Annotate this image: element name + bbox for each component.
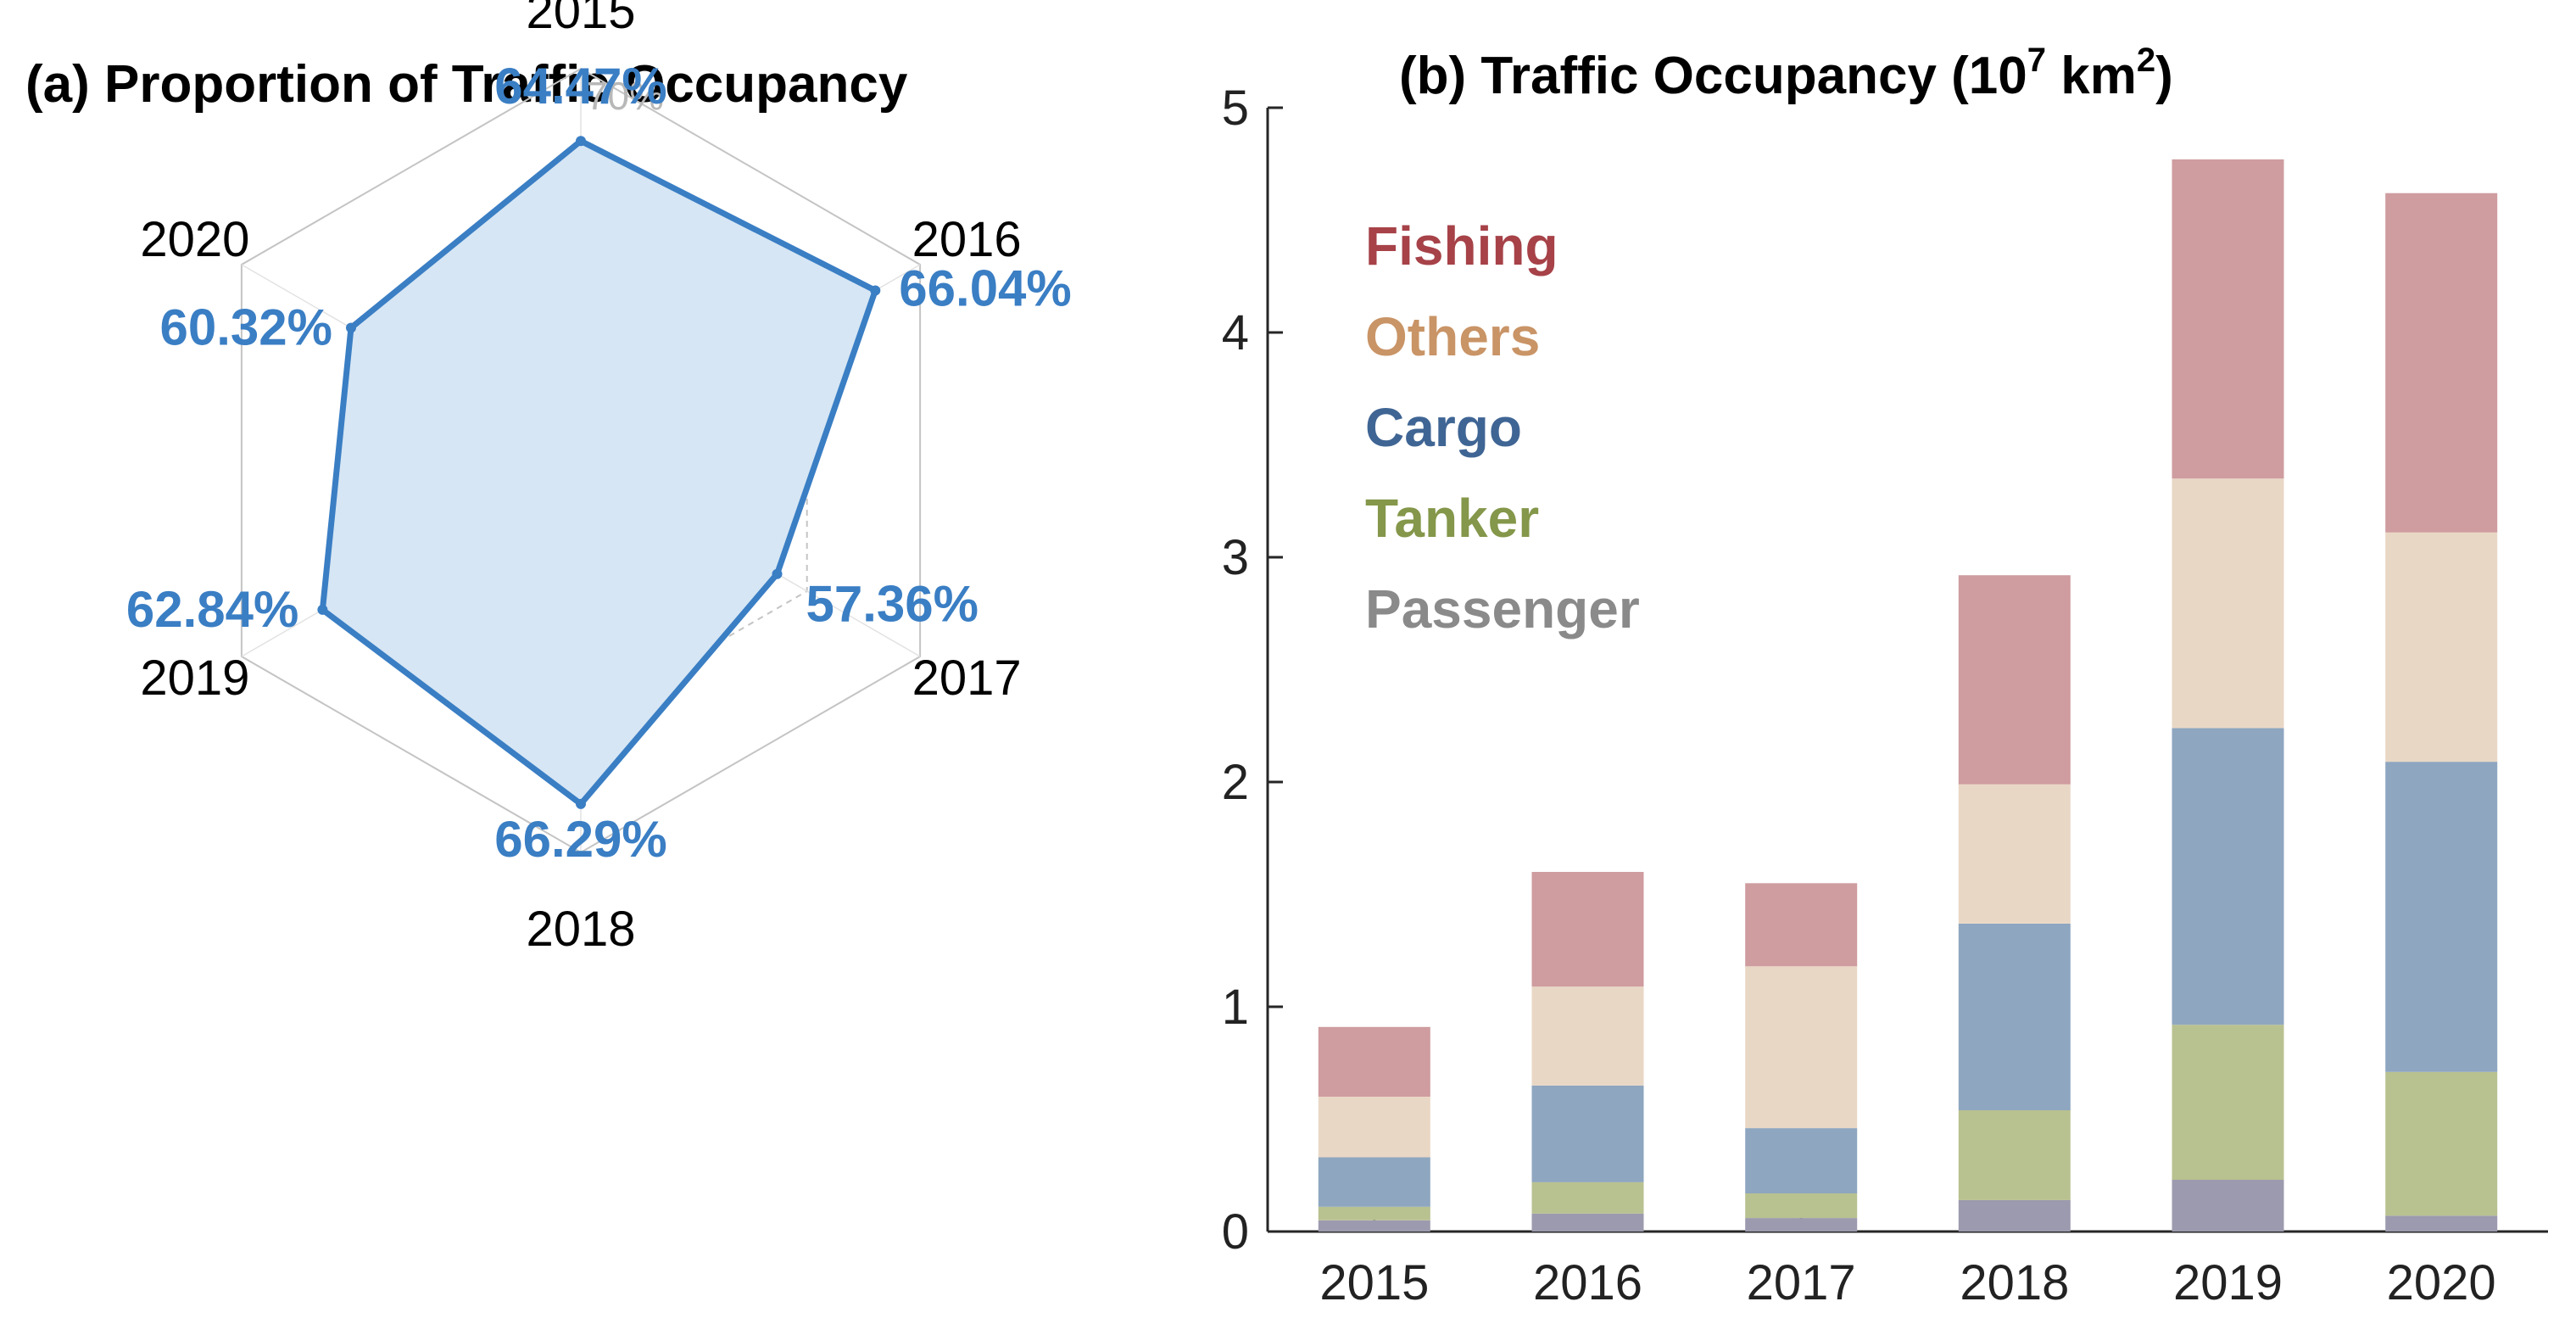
bar-legend: Fishing Others Cargo Tanker Passenger bbox=[1365, 215, 1640, 640]
bar-fishing-2020 bbox=[2385, 193, 2498, 533]
y-tick-label-3: 3 bbox=[1222, 530, 1249, 585]
bar-others-2019 bbox=[2172, 478, 2284, 729]
radar-category-2016: 2016 bbox=[912, 212, 1022, 267]
bar-title: (b) Traffic Occupancy (107 km2) bbox=[1399, 42, 2173, 105]
x-tick-label-2015: 2015 bbox=[1319, 1255, 1429, 1310]
radar-value-label-2018: 66.29% bbox=[494, 811, 667, 868]
radar-point-2017 bbox=[772, 568, 783, 579]
x-tick-label-2019: 2019 bbox=[2173, 1255, 2283, 1310]
radar-value-label-2020: 60.32% bbox=[159, 299, 332, 356]
bar-others-2017 bbox=[1745, 966, 1858, 1129]
radar-point-2019 bbox=[317, 604, 328, 615]
bar-tanker-2015 bbox=[1318, 1206, 1430, 1220]
bar-others-2015 bbox=[1318, 1097, 1430, 1158]
bar-passenger-2015 bbox=[1318, 1220, 1430, 1232]
radar-category-2018: 2018 bbox=[526, 902, 635, 957]
radar-series-polygon bbox=[319, 137, 878, 807]
radar-point-2016 bbox=[870, 285, 881, 296]
bar-cargo-2020 bbox=[2385, 762, 2498, 1072]
bar-axes: 0 1 2 3 4 5 2015 2016 2017 2018 2019 2020 bbox=[1222, 81, 2548, 1310]
bar-cargo-2017 bbox=[1745, 1128, 1858, 1193]
radar-value-label-2019: 62.84% bbox=[126, 581, 299, 638]
y-tick-label-0: 0 bbox=[1222, 1204, 1249, 1260]
radar-title: (a) Proportion of Traffic Occupancy bbox=[25, 55, 908, 114]
radar-point-2015 bbox=[576, 136, 586, 147]
legend-item-passenger: Passenger bbox=[1365, 578, 1640, 640]
radar-labels: 64.47% 66.04% 57.36% 66.29% 62.84% 60.32% 2015… bbox=[126, 0, 1072, 957]
bar-fishing-2017 bbox=[1745, 883, 1858, 967]
y-tick-label-4: 4 bbox=[1222, 305, 1249, 360]
bar-passenger-2020 bbox=[2385, 1215, 2498, 1232]
radar-category-2019: 2019 bbox=[140, 651, 249, 706]
radar-value-label-2016: 66.04% bbox=[899, 260, 1072, 316]
radar-ring-label-70: 70% bbox=[586, 74, 664, 118]
bar-tanker-2016 bbox=[1531, 1181, 1644, 1214]
bar-cargo-2016 bbox=[1531, 1085, 1644, 1182]
radar-value-label-2015: 64.47% bbox=[494, 58, 667, 115]
y-tick-label-2: 2 bbox=[1222, 755, 1249, 810]
bar-tanker-2020 bbox=[2385, 1071, 2498, 1216]
bar-others-2016 bbox=[1531, 986, 1644, 1086]
y-tick-label-5: 5 bbox=[1222, 81, 1249, 136]
radar-category-2020: 2020 bbox=[140, 212, 249, 267]
bar-panel: (b) Traffic Occupancy (107 km2) 0 1 2 3 4 5 20… bbox=[1222, 42, 2548, 1310]
bar-passenger-2016 bbox=[1531, 1213, 1644, 1232]
x-tick-label-2016: 2016 bbox=[1533, 1255, 1642, 1310]
bar-passenger-2019 bbox=[2172, 1180, 2284, 1232]
bar-passenger-2018 bbox=[1958, 1199, 2071, 1232]
bar-others-2020 bbox=[2385, 532, 2498, 762]
bar-fishing-2016 bbox=[1531, 872, 1644, 987]
x-tick-label-2018: 2018 bbox=[1960, 1255, 2069, 1310]
legend-item-cargo: Cargo bbox=[1365, 397, 1522, 458]
radar-point-2020 bbox=[346, 322, 356, 333]
radar-point-2018 bbox=[576, 798, 586, 809]
radar-panel: (a) Proportion of Traffic Occupancy 50%6… bbox=[25, 0, 1072, 957]
x-tick-label-2017: 2017 bbox=[1747, 1255, 1856, 1310]
bar-fishing-2019 bbox=[2172, 159, 2284, 479]
bar-cargo-2015 bbox=[1318, 1157, 1430, 1207]
radar-series bbox=[317, 136, 881, 809]
bar-tanker-2019 bbox=[2172, 1025, 2284, 1180]
bar-marks bbox=[1318, 159, 2498, 1232]
bar-cargo-2019 bbox=[2172, 728, 2284, 1025]
legend-item-others: Others bbox=[1365, 306, 1540, 367]
bar-tanker-2017 bbox=[1745, 1193, 1858, 1219]
radar-category-2017: 2017 bbox=[912, 651, 1022, 706]
bar-fishing-2015 bbox=[1318, 1026, 1430, 1097]
radar-value-label-2017: 57.36% bbox=[806, 576, 979, 633]
bar-tanker-2018 bbox=[1958, 1109, 2071, 1200]
y-tick-label-1: 1 bbox=[1222, 980, 1249, 1035]
radar-category-2015: 2015 bbox=[526, 0, 635, 39]
bar-passenger-2017 bbox=[1745, 1218, 1858, 1232]
bar-cargo-2018 bbox=[1958, 924, 2071, 1110]
x-tick-label-2020: 2020 bbox=[2387, 1255, 2496, 1310]
bar-others-2018 bbox=[1958, 784, 2071, 924]
legend-item-tanker: Tanker bbox=[1365, 488, 1539, 549]
bar-fishing-2018 bbox=[1958, 575, 2071, 785]
legend-item-fishing: Fishing bbox=[1365, 215, 1558, 276]
